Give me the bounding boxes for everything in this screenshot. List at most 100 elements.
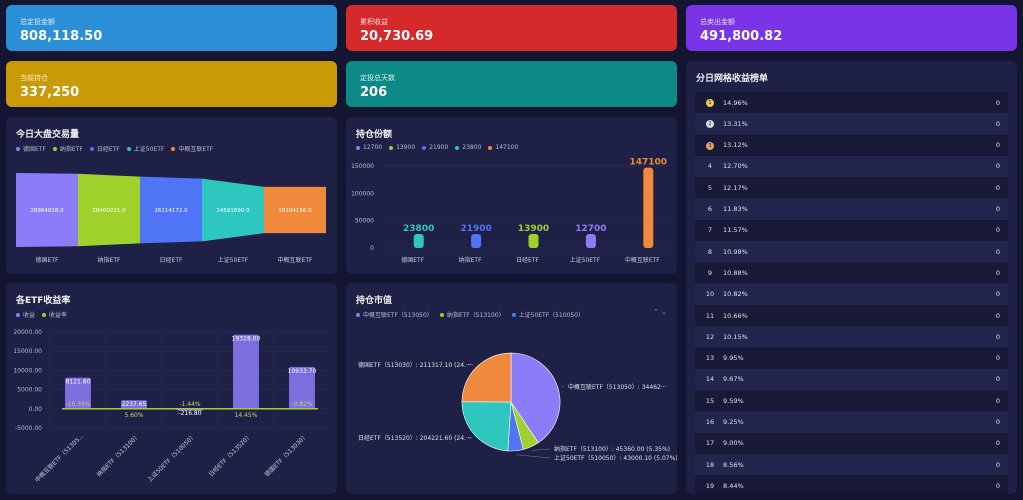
ranking-row[interactable]: 9 10.88% 0	[695, 262, 1008, 284]
legend-dot-icon	[356, 145, 360, 150]
ranking-row[interactable]: 14 9.67% 0	[695, 368, 1008, 390]
rank-number: 13	[705, 354, 715, 363]
pie-slice[interactable]	[461, 352, 512, 403]
legend-item[interactable]: 收益	[16, 310, 35, 319]
rank-number: 1	[703, 98, 717, 107]
funnel-segment[interactable]	[16, 173, 78, 247]
rank-percentage: 14.96%	[723, 98, 748, 107]
stat-label: 定投总天数	[360, 74, 395, 82]
ranking-row[interactable]: 3 13.12% 0	[695, 134, 1008, 156]
ranking-row[interactable]: 11 10.66% 0	[695, 305, 1008, 326]
bar[interactable]	[289, 366, 315, 409]
legend-item[interactable]: 147100	[488, 144, 518, 151]
legend-item[interactable]: 中概互联ETF	[171, 144, 213, 153]
rank-count: 0	[995, 119, 1000, 128]
bar[interactable]	[65, 377, 91, 409]
pie-slice[interactable]	[461, 401, 512, 452]
ranking-row[interactable]: 2 13.31% 0	[695, 113, 1008, 135]
stat-label: 当前持仓	[20, 74, 48, 82]
funnel-segment[interactable]	[78, 173, 140, 247]
rank-percentage: 9.59%	[723, 396, 744, 405]
legend-item[interactable]: 收益率	[42, 310, 67, 319]
x-tick-label: 德国ETF（513030）	[263, 432, 310, 479]
rank-number: 15	[705, 396, 715, 405]
ranking-row[interactable]: 18 8.56% 0	[695, 454, 1008, 476]
rank-percentage: 11.83%	[723, 205, 748, 213]
rank-number: 19	[705, 481, 715, 490]
y-tick-label: 100000	[351, 190, 374, 197]
ranking-row[interactable]: 10 10.82% 0	[695, 283, 1008, 305]
stat-label: 累积收益	[360, 18, 388, 26]
funnel-segment[interactable]	[202, 178, 264, 242]
legend-label: 147100	[495, 144, 519, 151]
x-tick-label: 纳指ETF	[98, 256, 121, 264]
bar-value-label: -216.80	[178, 410, 201, 417]
ranking-row[interactable]: 12 10.15% 0	[695, 326, 1008, 348]
legend-label: 上证50ETF	[133, 146, 165, 153]
rank-count: 0	[995, 375, 1000, 384]
stat-value: 20,730.69	[360, 29, 434, 44]
medal-icon: 1	[706, 99, 714, 107]
y-tick-label: 15000.00	[13, 348, 42, 355]
market-pie-chart: 中概互联ETF（513050）: 34462··· 纳指ETF（513100）: …	[358, 352, 677, 462]
ranking-row[interactable]: 7 11.57% 0	[695, 219, 1008, 241]
ranking-row[interactable]: 6 11.83% 0	[695, 198, 1008, 220]
legend-item[interactable]: 上证50ETF	[126, 144, 165, 153]
legend-item[interactable]: 上证50ETF（510050）	[511, 310, 584, 319]
rank-count: 0	[995, 396, 1000, 405]
rank-count: 0	[995, 247, 1000, 256]
panel-title: 今日大盘交易量	[16, 130, 80, 140]
bar[interactable]	[585, 234, 596, 248]
pie-slice[interactable]	[510, 352, 561, 444]
bar[interactable]	[233, 334, 259, 409]
rank-number: 12	[705, 332, 715, 341]
ranking-row[interactable]: 16 9.25% 0	[695, 411, 1008, 433]
ranking-row[interactable]: 17 9.00% 0	[695, 432, 1008, 454]
legend-item[interactable]: 纳指ETF（513100）	[439, 310, 505, 319]
rate-value-label: 14.45%	[235, 412, 258, 419]
rank-number: 11	[705, 311, 715, 320]
rank-percentage: 8.56%	[723, 460, 744, 469]
ranking-list: 1 14.96% 0 2 13.31% 0 3 13.12% 0 4 12.70% 0 5 12.17% 0…	[695, 92, 1008, 494]
ranking-row[interactable]: 1 14.96% 0	[695, 92, 1008, 113]
bar[interactable]	[643, 167, 654, 248]
legend-item[interactable]: 德国ETF	[16, 144, 46, 153]
legend-item[interactable]: 21900	[422, 144, 448, 151]
funnel-segment[interactable]	[140, 176, 202, 244]
x-tick-label: 纳指ETF	[459, 256, 482, 264]
legend-item[interactable]: 13900	[389, 144, 415, 151]
medal-icon: 3	[706, 141, 714, 150]
rank-count: 0	[995, 98, 1000, 107]
funnel-segment[interactable]	[264, 186, 326, 234]
y-tick-label: 10000.00	[13, 367, 42, 374]
legend-dot-icon	[16, 146, 20, 151]
legend-item[interactable]: 23800	[455, 144, 481, 151]
ranking-row[interactable]: 15 9.59% 0	[695, 390, 1008, 412]
rank-count: 0	[995, 290, 1000, 299]
bar[interactable]	[528, 234, 539, 248]
bar[interactable]	[471, 234, 482, 248]
legend-dot-icon	[511, 312, 516, 317]
bar[interactable]	[413, 234, 424, 248]
bar[interactable]	[121, 400, 147, 409]
rank-number: 18	[705, 460, 715, 469]
rank-number: 5	[707, 183, 713, 192]
ranking-row[interactable]: 5 12.17% 0	[695, 177, 1008, 199]
ranking-row[interactable]: 8 10.98% 0	[695, 241, 1008, 263]
legend-dot-icon	[42, 312, 47, 317]
ranking-row[interactable]: 13 9.95% 0	[695, 347, 1008, 369]
legend-label: 21900	[429, 144, 449, 151]
legend-item[interactable]: 纳指ETF	[52, 144, 83, 153]
panel-title: 持仓份额	[356, 130, 393, 140]
ranking-row[interactable]: 19 8.44% 0	[695, 475, 1008, 494]
legend-item[interactable]: 12700	[356, 144, 382, 151]
legend-pager[interactable]: ⌃ ⌄	[653, 308, 667, 316]
panel-holding-shares: 持仓份额 12700 13900 21900 23800 147100 150000 10…	[346, 117, 677, 274]
ranking-row[interactable]: 4 12.70% 0	[695, 155, 1008, 177]
legend-dot-icon	[389, 145, 394, 150]
legend-item[interactable]: 日经ETF	[89, 144, 120, 153]
bar-value-label: 12700	[575, 224, 606, 234]
bar-value-label: 13900	[518, 224, 549, 234]
x-tick-label: 中概互联ETF（51305...	[33, 432, 85, 484]
legend-item[interactable]: 中概互联ETF（513050）	[356, 310, 433, 319]
